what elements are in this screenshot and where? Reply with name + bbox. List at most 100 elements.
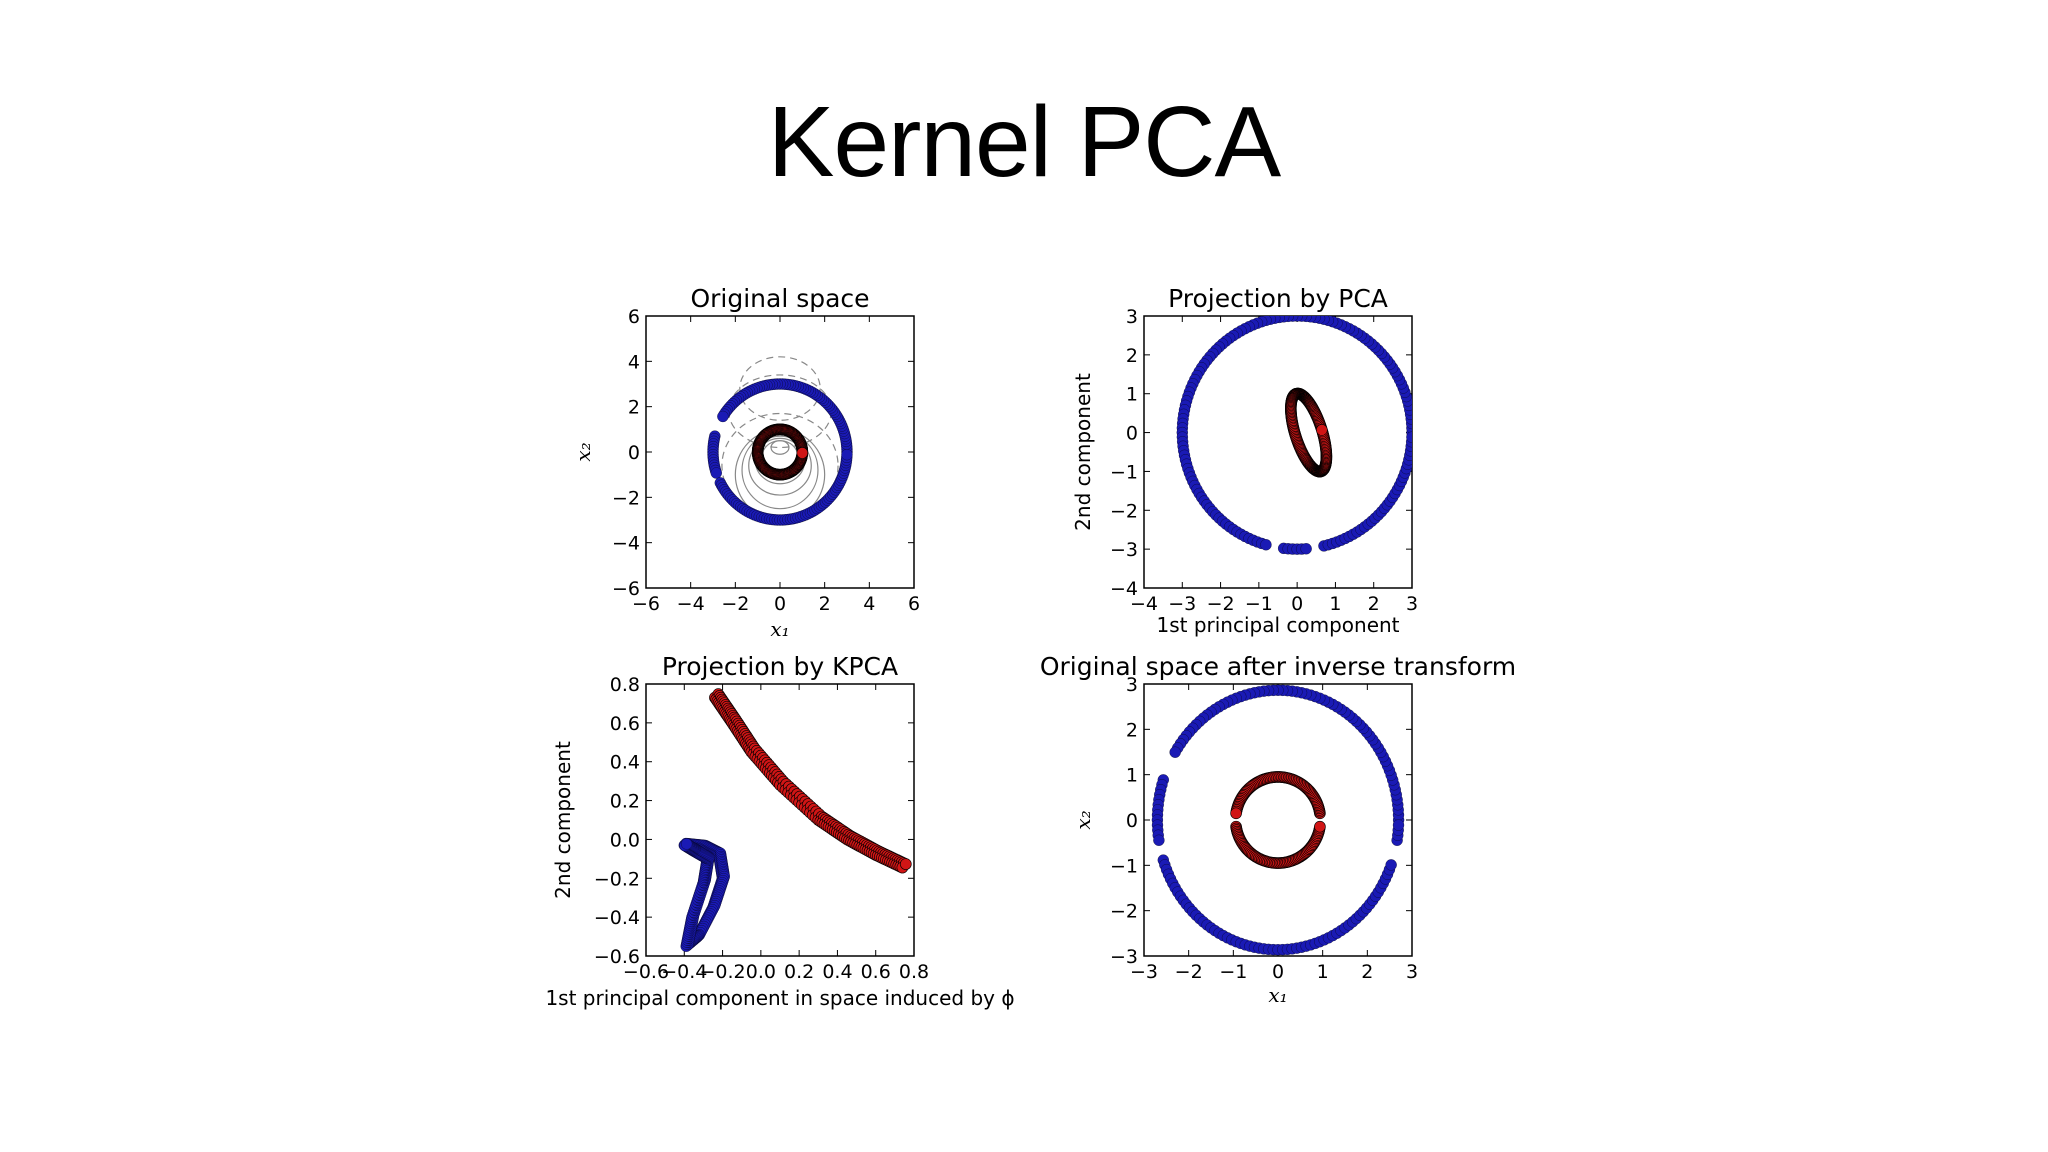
y-axis-label: 2nd component bbox=[1071, 373, 1095, 531]
x-tick-label: 2 bbox=[1361, 961, 1373, 983]
y-tick-label: 2 bbox=[628, 397, 640, 419]
x-tick-label: −2 bbox=[1175, 961, 1203, 983]
chart-panel-2: Projection by PCA −4 −3 −2 −1 0 1 2 3 −4 −3 −2 −1 0 1 2… bbox=[1071, 284, 1418, 637]
y-tick-label: 3 bbox=[1126, 306, 1138, 328]
plot-frame bbox=[645, 315, 915, 589]
y-tick-label: 0 bbox=[628, 442, 640, 464]
x-tick-label: −4 bbox=[677, 593, 705, 615]
y-tick-label: 2 bbox=[1126, 345, 1138, 367]
x-tick-label: −2 bbox=[1207, 593, 1235, 615]
contour-line bbox=[739, 356, 821, 421]
point-outer bbox=[681, 838, 693, 850]
plot-frame bbox=[645, 683, 915, 957]
panel-title: Projection by KPCA bbox=[662, 652, 898, 681]
x-tick-label: 0 bbox=[774, 593, 786, 615]
panel-title: Projection by PCA bbox=[1168, 284, 1388, 313]
x-tick-label: 6 bbox=[908, 593, 920, 615]
x-tick-label: 0.6 bbox=[861, 961, 891, 983]
chart-panel-1: Original space −6 −4 −2 0 2 4 6 −6 −4 −2 0 2 4 6 x₁ x₂ bbox=[571, 284, 920, 641]
chart-panel-4: Original space after inverse transform −3… bbox=[1040, 652, 1516, 1007]
x-tick-label: −4 bbox=[1130, 593, 1158, 615]
x-tick-label: −2 bbox=[721, 593, 749, 615]
plot-marks bbox=[678, 688, 912, 952]
y-tick-label: 0.8 bbox=[610, 674, 640, 696]
x-tick-label: 2 bbox=[819, 593, 831, 615]
y-tick-label: 1 bbox=[1126, 765, 1138, 787]
y-tick-label: −0.6 bbox=[594, 946, 640, 968]
plot-marks bbox=[1176, 316, 1412, 555]
y-tick-label: −4 bbox=[1110, 578, 1138, 600]
y-tick-label: 0.6 bbox=[610, 713, 640, 735]
y-tick-label: 0.4 bbox=[610, 752, 640, 774]
x-tick-label: 0 bbox=[1291, 593, 1303, 615]
x-tick-label: 0.2 bbox=[784, 961, 814, 983]
x-axis-label: 1st principal component bbox=[1156, 613, 1399, 637]
y-tick-label: −0.2 bbox=[594, 868, 640, 890]
point-outer bbox=[1385, 859, 1397, 871]
x-tick-label: −1 bbox=[1219, 961, 1247, 983]
point-inner bbox=[900, 858, 912, 870]
x-tick-label: 4 bbox=[863, 593, 875, 615]
x-tick-label: 0.0 bbox=[746, 961, 776, 983]
x-tick-label: 2 bbox=[1368, 593, 1380, 615]
x-axis-label: x₁ bbox=[1268, 983, 1287, 1007]
panel-title: Original space after inverse transform bbox=[1040, 652, 1516, 681]
x-tick-label: −3 bbox=[1168, 593, 1196, 615]
y-tick-label: 1 bbox=[1126, 384, 1138, 406]
x-tick-label: −0.6 bbox=[623, 961, 669, 983]
point-outer bbox=[717, 410, 729, 423]
slide-title: Kernel PCA bbox=[767, 86, 1281, 198]
y-tick-label: 4 bbox=[628, 351, 640, 373]
plot-marks bbox=[707, 356, 853, 526]
point-inner bbox=[1316, 424, 1328, 436]
y-tick-label: −6 bbox=[612, 578, 640, 600]
point-inner bbox=[1314, 820, 1326, 833]
y-tick-label: 0.2 bbox=[610, 791, 640, 813]
plot-frame bbox=[1143, 683, 1413, 957]
y-tick-label: 3 bbox=[1126, 674, 1138, 696]
point-inner bbox=[796, 447, 809, 459]
point-outer bbox=[1153, 834, 1165, 846]
point-outer bbox=[1169, 746, 1181, 758]
y-tick-label: −1 bbox=[1110, 855, 1138, 877]
plot-marks bbox=[1151, 684, 1405, 956]
x-axis-label: 1st principal component in space induced… bbox=[545, 986, 1014, 1010]
point-inner bbox=[1230, 807, 1242, 820]
chart-panel-3: Projection by KPCA−0.6−0.4−0.2 0.0 0.2 0.4 0… bbox=[545, 652, 1014, 1010]
x-tick-label: 0.8 bbox=[899, 961, 929, 983]
y-tick-label: −3 bbox=[1110, 946, 1138, 968]
y-tick-label: −2 bbox=[1110, 500, 1138, 522]
point-outer bbox=[1260, 539, 1272, 551]
y-axis-label: x₂ bbox=[1071, 810, 1095, 829]
x-tick-label: 3 bbox=[1406, 593, 1418, 615]
y-tick-label: −4 bbox=[612, 533, 640, 555]
y-tick-label: −0.4 bbox=[594, 907, 640, 929]
y-tick-label: −2 bbox=[612, 487, 640, 509]
panel-title: Original space bbox=[690, 284, 869, 313]
point-outer bbox=[1406, 431, 1412, 443]
y-tick-label: −1 bbox=[1110, 461, 1138, 483]
x-tick-label: 3 bbox=[1406, 961, 1418, 983]
x-tick-label: 1 bbox=[1317, 961, 1329, 983]
x-tick-label: 0.4 bbox=[822, 961, 852, 983]
point-outer bbox=[841, 449, 853, 461]
y-tick-label: 2 bbox=[1126, 719, 1138, 741]
y-tick-label: −2 bbox=[1110, 901, 1138, 923]
x-tick-label: −0.2 bbox=[700, 961, 746, 983]
y-tick-label: −3 bbox=[1110, 539, 1138, 561]
y-tick-label: 0 bbox=[1126, 810, 1138, 832]
y-tick-label: 0.0 bbox=[610, 829, 640, 851]
point-outer bbox=[1300, 543, 1312, 555]
y-axis-label: x₂ bbox=[571, 442, 595, 461]
y-axis-label: 2nd component bbox=[551, 741, 575, 899]
y-tick-label: 0 bbox=[1126, 423, 1138, 445]
x-axis-label: x₁ bbox=[770, 617, 789, 641]
contour-line bbox=[748, 435, 812, 496]
x-tick-label: −6 bbox=[632, 593, 660, 615]
y-tick-label: 6 bbox=[628, 306, 640, 328]
point-outer bbox=[1392, 819, 1405, 831]
x-tick-label: −0.4 bbox=[661, 961, 707, 983]
x-tick-label: −3 bbox=[1130, 961, 1158, 983]
x-tick-label: 0 bbox=[1272, 961, 1284, 983]
